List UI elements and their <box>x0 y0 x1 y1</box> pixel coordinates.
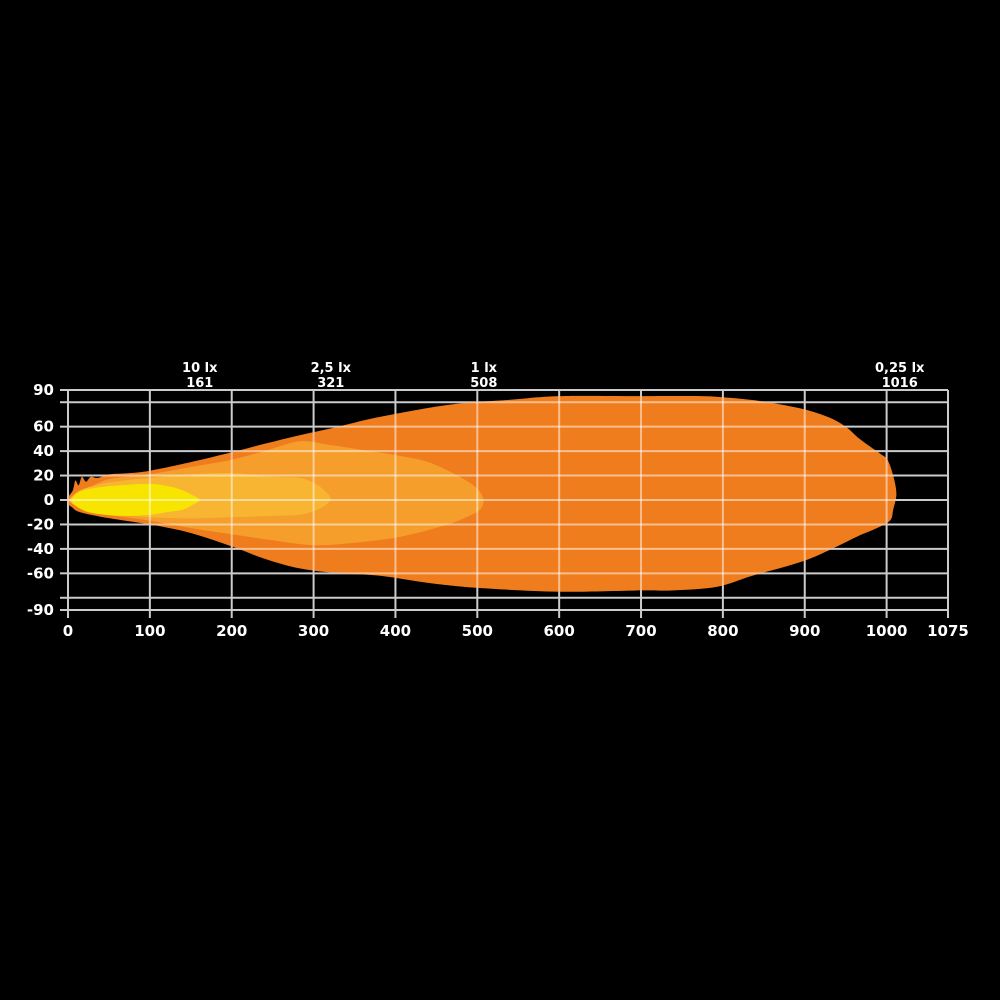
axis-ticks <box>60 389 949 618</box>
x-axis-tick-label: 0 <box>63 622 73 640</box>
x-axis-tick-label: 500 <box>462 622 493 640</box>
y-axis-tick-label: 40 <box>33 442 54 460</box>
lux-marker-distance: 321 <box>317 376 344 391</box>
y-axis-tick-label: 60 <box>33 418 54 436</box>
lux-marker-label: 10 lx <box>182 361 218 376</box>
beam-contours <box>67 395 897 592</box>
x-axis-tick-label: 1075 <box>927 622 969 640</box>
lux-marker-label: 1 lx <box>471 361 498 376</box>
x-axis-tick-label: 300 <box>298 622 329 640</box>
x-axis-tick-label: 400 <box>380 622 411 640</box>
y-axis-tick-label: -20 <box>27 515 54 533</box>
lux-marker-distance: 161 <box>186 376 213 391</box>
x-axis-tick-label: 600 <box>544 622 575 640</box>
x-axis-tick-label: 200 <box>216 622 247 640</box>
contour-0-25-lx <box>67 395 897 592</box>
x-axis-tick-label: 800 <box>707 622 738 640</box>
x-axis-tick-label: 1000 <box>866 622 908 640</box>
y-axis-tick-label: -40 <box>27 540 54 558</box>
x-axis-tick-label: 900 <box>789 622 820 640</box>
x-axis-tick-label: 700 <box>625 622 656 640</box>
y-axis-tick-label: -60 <box>27 564 54 582</box>
x-axis-tick-label: 100 <box>134 622 165 640</box>
lux-marker-label: 0,25 lx <box>875 361 925 376</box>
lux-marker-distance: 508 <box>470 376 497 391</box>
lux-marker-distance: 1016 <box>882 376 918 391</box>
y-axis-tick-label: 90 <box>33 381 54 399</box>
lux-marker-label: 2,5 lx <box>311 361 352 376</box>
y-axis-tick-label: 0 <box>44 491 54 509</box>
y-axis-tick-label: 20 <box>33 467 54 485</box>
y-axis-tick-label: -90 <box>27 601 54 619</box>
